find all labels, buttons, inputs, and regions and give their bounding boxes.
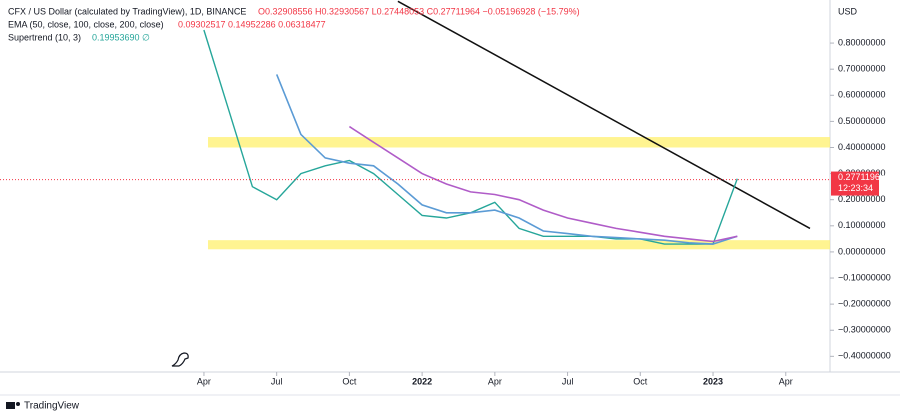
- symbol: CFX / US Dollar (calculated by TradingVi…: [8, 6, 246, 16]
- series-line: [348, 125, 738, 243]
- logo-icon: [171, 352, 189, 367]
- y-tick-label: 0.00000000: [838, 246, 886, 256]
- logo-mark: [16, 402, 20, 406]
- x-tick-label: Oct: [342, 376, 357, 386]
- x-tick-label: Oct: [633, 376, 648, 386]
- brand: TradingView: [24, 401, 80, 412]
- supertrend-values: 0.19953690 ∅: [92, 32, 150, 42]
- supertrend-label: Supertrend (10, 3): [8, 32, 81, 42]
- y-tick-label: 0.60000000: [838, 90, 886, 100]
- footer-logo: TradingView: [6, 401, 80, 412]
- currency: USD: [838, 6, 858, 16]
- y-tick-label: −0.20000000: [838, 299, 891, 309]
- y-tick-label: 0.50000000: [838, 116, 886, 126]
- y-tick-label: 0.70000000: [838, 64, 886, 74]
- y-tick-label: 0.40000000: [838, 142, 886, 152]
- last-price-box: [831, 171, 879, 196]
- x-tick-label: Apr: [197, 376, 211, 386]
- y-tick-label: 0.10000000: [838, 220, 886, 230]
- x-tick-label: 2023: [703, 376, 723, 386]
- plot: [203, 0, 830, 250]
- x-tick-label: Jul: [271, 376, 283, 386]
- x-tick-label: Apr: [779, 376, 793, 386]
- ohlc: O0.32908556 H0.32930567 L0.27448053 C0.2…: [258, 6, 580, 16]
- last-price-label: 0.27711964: [838, 172, 885, 182]
- x-tick-label: Apr: [488, 376, 502, 386]
- price-zone: [208, 240, 830, 250]
- ema-values: 0.09302517 0.14952286 0.06318477: [178, 19, 326, 29]
- y-tick-label: −0.40000000: [838, 351, 891, 361]
- trendline: [397, 0, 811, 230]
- price-zone: [208, 137, 830, 148]
- y-tick-label: −0.10000000: [838, 272, 891, 282]
- y-tick-label: −0.30000000: [838, 325, 891, 335]
- x-tick-label: Jul: [562, 376, 574, 386]
- countdown: 12:23:34: [838, 183, 873, 193]
- y-tick-label: 0.20000000: [838, 194, 886, 204]
- x-tick-label: 2022: [412, 376, 432, 386]
- ema-label: EMA (50, close, 100, close, 200, close): [8, 19, 164, 29]
- y-tick-label: 0.80000000: [838, 37, 886, 47]
- logo-mark: [6, 402, 15, 409]
- series-line: [275, 74, 738, 245]
